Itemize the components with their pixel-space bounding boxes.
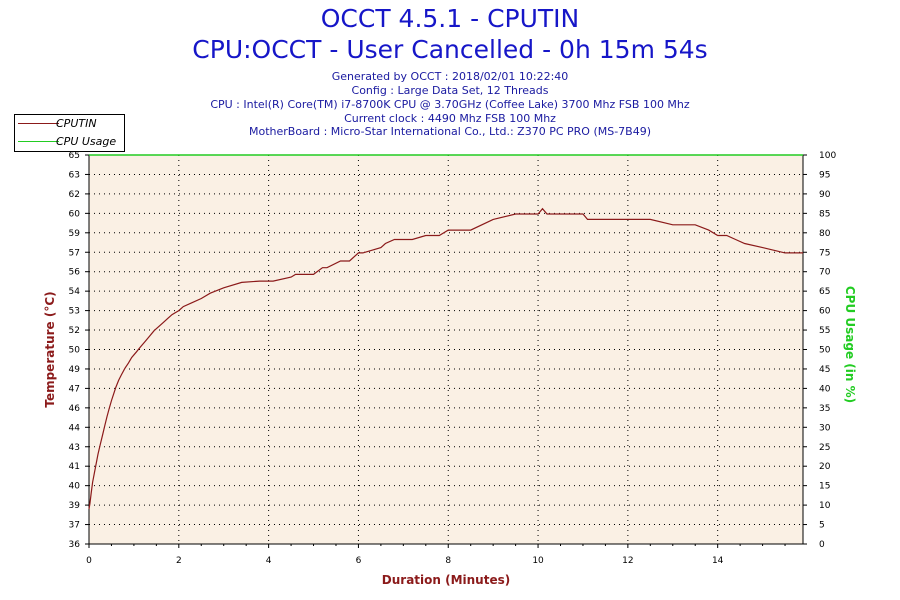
y-tick-label: 59 [69,229,81,239]
info-generated: Generated by OCCT : 2018/02/01 10:22:40 [331,70,569,83]
y-tick-label: 40 [69,482,81,492]
y-tick-label: 65 [69,151,80,161]
legend: CPUTIN CPU Usage [14,114,125,152]
plot-area [89,155,803,544]
y2-tick-label: 65 [819,287,830,297]
legend-swatch-cputin [18,123,59,124]
legend-label-cputin: CPUTIN [56,117,97,130]
y-tick-label: 60 [69,209,81,219]
info-config: Config : Large Data Set, 12 Threads [351,84,549,97]
y2-tick-label: 45 [819,365,830,375]
y2-tick-label: 50 [819,346,831,356]
y-tick-label: 52 [69,326,80,336]
series-line-cputin [88,207,803,510]
y-tick-label: 54 [69,287,81,297]
y2-tick-label: 0 [819,540,825,550]
y2-tick-label: 80 [819,229,831,239]
legend-swatch-cpu-usage [18,141,59,142]
x-tick-label: 12 [622,556,633,566]
y2-tick-label: 25 [819,443,830,453]
y2-tick-label: 70 [819,268,831,278]
info-cpu: CPU : Intel(R) Core(TM) i7-8700K CPU @ 3… [210,98,690,111]
x-tick-label: 8 [445,556,451,566]
y-tick-label: 47 [69,384,80,394]
y-tick-label: 37 [69,521,80,531]
chart-subtitle: CPU:OCCT - User Cancelled - 0h 15m 54s [192,35,708,64]
y-tick-label: 44 [69,423,81,433]
y2-tick-label: 15 [819,482,830,492]
y-tick-label: 57 [69,248,80,258]
y-tick-label: 36 [69,540,81,550]
y2-tick-label: 85 [819,209,830,219]
y-tick-label: 46 [69,404,81,414]
y-tick-label: 43 [69,443,80,453]
info-motherboard: MotherBoard : Micro-Star International C… [248,125,652,138]
x-tick-label: 10 [532,556,544,566]
y-tick-label: 49 [69,365,81,375]
y2-tick-label: 55 [819,326,830,336]
y2-tick-label: 10 [819,501,831,511]
y2-tick-label: 5 [819,521,825,531]
y-tick-label: 41 [69,462,80,472]
y2-tick-label: 95 [819,170,830,180]
y-tick-label: 56 [69,268,81,278]
legend-label-cpu-usage: CPU Usage [56,135,117,148]
y2-tick-label: 35 [819,404,830,414]
y2-tick-label: 30 [819,423,831,433]
x-axis-title: Duration (Minutes) [382,573,510,587]
y-tick-label: 63 [69,170,80,180]
y-axis-title: Temperature (°C) [43,291,57,407]
x-tick-label: 2 [176,556,182,566]
y2-tick-label: 90 [819,190,831,200]
y2-tick-label: 20 [819,462,831,472]
x-tick-label: 4 [266,556,272,566]
y2-axis-title: CPU Usage (in %) [843,286,857,403]
legend-item-cputin: CPUTIN [15,115,124,133]
x-tick-label: 0 [86,556,92,566]
y-tick-label: 53 [69,307,80,317]
legend-item-cpu-usage: CPU Usage [15,133,124,151]
y2-tick-label: 40 [819,384,831,394]
y2-tick-label: 75 [819,248,830,258]
y2-tick-label: 100 [819,151,836,161]
info-current-clock: Current clock : 4490 Mhz FSB 100 Mhz [344,112,556,125]
y-tick-label: 50 [69,346,81,356]
y2-tick-label: 60 [819,307,831,317]
y-tick-label: 62 [69,190,80,200]
chart-title: OCCT 4.5.1 - CPUTIN [320,4,580,33]
y-tick-label: 39 [69,501,81,511]
x-tick-label: 14 [712,556,724,566]
x-tick-label: 6 [356,556,362,566]
